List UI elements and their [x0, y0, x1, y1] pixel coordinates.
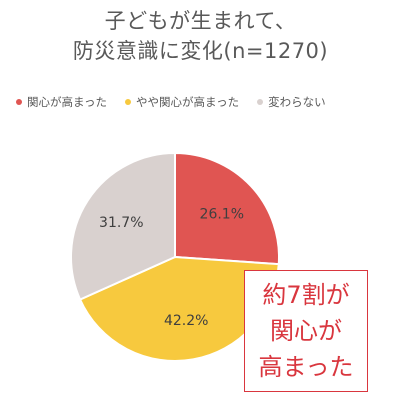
- legend-swatch: [125, 99, 132, 105]
- pie-slice: [174, 151, 280, 266]
- chart-title: 子どもが生まれて、 防災意識に変化(n=1270): [0, 6, 401, 66]
- pie-slice: [70, 151, 176, 301]
- legend-swatch: [257, 99, 264, 105]
- legend-item: やや関心が高まった: [125, 94, 239, 110]
- slice-value-label: 42.2%: [164, 313, 208, 329]
- legend-label: 変わらない: [268, 95, 326, 109]
- callout-line-2: 関心が: [270, 317, 342, 345]
- slice-value-label: 31.7%: [99, 215, 143, 231]
- legend-item: 変わらない: [257, 94, 326, 110]
- slice-value-label: 26.1%: [200, 206, 244, 222]
- callout-line-3: 高まった: [258, 353, 354, 381]
- legend-swatch: [16, 99, 22, 105]
- legend-label: 関心が高まった: [27, 95, 108, 109]
- chart-legend: 関心が高まった やや関心が高まった 変わらない: [16, 93, 344, 111]
- callout-line-1: 約7割が: [262, 281, 350, 309]
- legend-item: 関心が高まった: [16, 94, 107, 110]
- callout-box: 約7割が 関心が 高まった: [244, 270, 368, 392]
- chart-title-line-1: 子どもが生まれて、: [104, 9, 297, 33]
- chart-title-line-2: 防災意識に変化(n=1270): [72, 39, 329, 63]
- legend-label: やや関心が高まった: [136, 95, 240, 109]
